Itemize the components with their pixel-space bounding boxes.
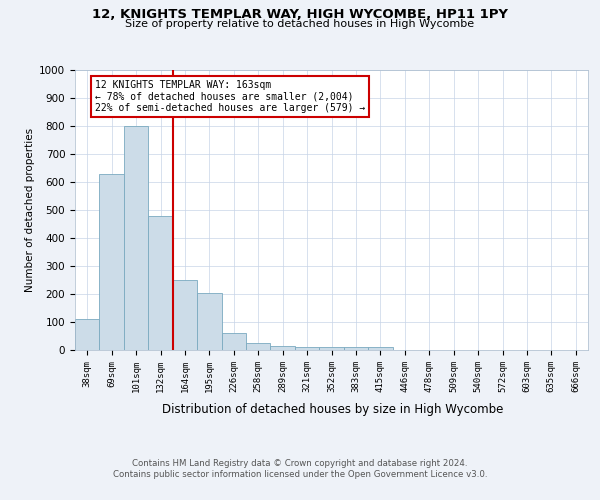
Bar — [221, 333, 246, 350]
Text: 12 KNIGHTS TEMPLAR WAY: 163sqm
← 78% of detached houses are smaller (2,004)
22% : 12 KNIGHTS TEMPLAR WAY: 163sqm ← 78% of … — [95, 80, 365, 113]
Text: Contains public sector information licensed under the Open Government Licence v3: Contains public sector information licen… — [113, 470, 487, 479]
Bar — [75, 319, 100, 350]
Text: Distribution of detached houses by size in High Wycombe: Distribution of detached houses by size … — [163, 402, 503, 415]
Text: 12, KNIGHTS TEMPLAR WAY, HIGH WYCOMBE, HP11 1PY: 12, KNIGHTS TEMPLAR WAY, HIGH WYCOMBE, H… — [92, 8, 508, 20]
Bar — [124, 126, 148, 350]
Text: Contains HM Land Registry data © Crown copyright and database right 2024.: Contains HM Land Registry data © Crown c… — [132, 458, 468, 468]
Bar — [246, 343, 271, 350]
Bar — [295, 347, 319, 350]
Bar — [173, 280, 197, 350]
Bar — [197, 292, 221, 350]
Y-axis label: Number of detached properties: Number of detached properties — [25, 128, 35, 292]
Bar — [271, 346, 295, 350]
Bar — [100, 174, 124, 350]
Bar — [368, 347, 392, 350]
Bar — [319, 347, 344, 350]
Bar — [344, 347, 368, 350]
Bar — [148, 216, 173, 350]
Text: Size of property relative to detached houses in High Wycombe: Size of property relative to detached ho… — [125, 19, 475, 29]
